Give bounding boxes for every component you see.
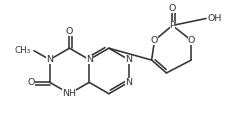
Text: N: N xyxy=(125,55,132,64)
Text: N: N xyxy=(125,78,132,87)
Text: NH: NH xyxy=(62,89,76,98)
Text: N: N xyxy=(125,55,132,64)
Text: N: N xyxy=(86,55,93,64)
Text: O: O xyxy=(27,78,35,87)
Text: O: O xyxy=(188,36,195,45)
Text: N: N xyxy=(46,55,53,64)
Text: N: N xyxy=(86,55,93,64)
Text: O: O xyxy=(151,36,158,45)
Text: CH₃: CH₃ xyxy=(15,46,31,55)
Text: N: N xyxy=(125,78,132,87)
Text: O: O xyxy=(188,36,195,45)
Text: O: O xyxy=(169,4,176,13)
Text: O: O xyxy=(66,27,73,36)
Text: O: O xyxy=(27,78,35,87)
Text: N: N xyxy=(46,55,53,64)
Text: P: P xyxy=(170,21,175,30)
Text: OH: OH xyxy=(207,14,221,23)
Text: CH₃: CH₃ xyxy=(15,46,31,55)
Text: O: O xyxy=(66,27,73,36)
Text: NH: NH xyxy=(62,89,76,98)
Text: O: O xyxy=(151,36,158,45)
Text: OH: OH xyxy=(207,14,221,23)
Text: O: O xyxy=(169,4,176,13)
Text: P: P xyxy=(170,21,175,30)
